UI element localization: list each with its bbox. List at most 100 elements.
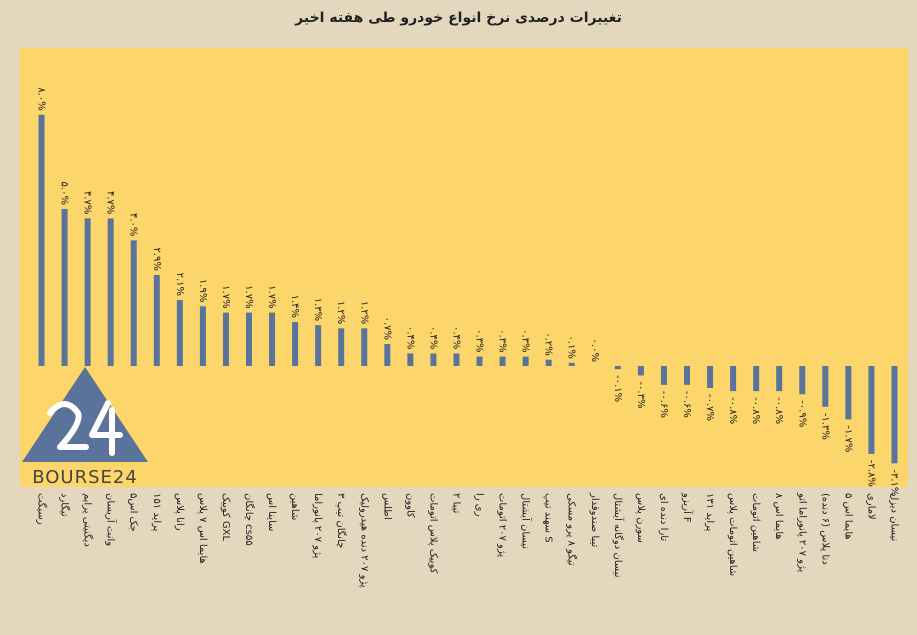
category-label-37: لاماری [865,493,876,520]
bar-23 [545,359,552,366]
category-label-20: ری را [474,493,485,517]
data-label-27: -۰.۳% [635,381,646,408]
bar-32 [753,366,760,392]
category-label-6: پراید ۱۵۱ [151,493,162,532]
bar-4 [107,218,114,366]
bar-7 [176,300,183,366]
category-label-4: وانت آریسان [105,493,118,546]
bar-21 [499,356,506,366]
bar-15 [361,328,368,366]
bar-30 [707,366,714,388]
bar-18 [430,353,437,366]
data-label-25: ۰.۰% [589,339,600,362]
data-label-2: ۵.۰% [59,182,70,205]
data-label-22: ۰.۳% [520,329,531,352]
data-label-1: ۸.۰% [36,87,47,110]
data-label-31: -۰.۸% [727,397,738,424]
category-label-31: شاهین اتومات پلاس [727,493,738,576]
category-label-30: پراید ۱۳۱ [704,493,715,532]
bar-14 [338,328,345,366]
data-label-16: ۰.۷% [381,317,392,340]
bar-22 [522,356,529,366]
bar-38 [891,366,898,464]
data-label-4: ۴.۷% [105,191,116,214]
category-label-7: رانا پلاس [174,493,185,531]
category-label-36: هایما اس ۵ [842,493,853,540]
category-label-10: چانگان cs۵۵ [243,493,255,546]
bar-29 [684,366,690,385]
category-label-24: تیگو ۸ پرو مسکی [566,493,578,566]
category-label-35: دنا پلاس (۶ دنده) [819,493,830,565]
plot-area [20,48,908,487]
data-label-13: ۱.۳% [312,298,323,321]
data-label-35: -۱.۳% [819,413,830,440]
data-label-37: -۲.۸% [865,460,876,487]
bar-28 [660,366,667,385]
data-label-26: -۰.۱% [612,375,623,402]
category-label-29: آریزو F [681,492,694,523]
bar-33 [776,366,783,392]
category-label-25: تیبا صندوقدار [589,492,600,547]
bar-2 [61,209,68,366]
category-label-21: پژو ۲۰۷ اتومات [497,493,508,557]
chart-title: تغییرات درصدی نرخ انواع خودرو طی هفته اخ… [295,10,622,26]
category-label-23: سهند تیپ S [543,493,554,543]
data-label-14: ۱.۲% [335,301,346,324]
bourse24-logo [22,367,148,462]
data-label-36: -۱.۷% [842,425,853,452]
category-label-12: شاهین [289,493,300,520]
bar-10 [246,312,252,366]
data-label-3: ۴.۷% [82,191,93,214]
category-label-5: جک اس۵ [128,493,139,532]
category-label-8: هایما اس ۷ پلاس [197,493,208,564]
bar-8 [199,306,206,366]
bar-6 [153,274,160,366]
bar-13 [315,325,322,366]
logo-text: BOURSE24 [32,467,138,488]
data-label-23: ۰.۲% [543,332,554,355]
bar-35 [822,366,829,407]
data-label-29: -۰.۶% [681,391,692,418]
category-label-13: پژو ۲۰۷ پانوراما [312,493,323,559]
bar-16 [384,344,391,366]
bar-19 [453,353,460,366]
category-label-34: پژو ۲۰۷ پانوراما اتو [796,492,807,573]
data-label-32: -۰.۸% [750,397,761,424]
data-label-28: -۰.۶% [658,391,669,418]
bar-37 [868,366,875,454]
bar-20 [476,356,483,366]
data-label-15: ۱.۲% [358,301,369,324]
category-label-9: کوییک GXL [220,493,231,541]
data-label-9: ۱.۷% [220,285,231,308]
bar-34 [799,366,806,395]
data-label-12: ۱.۴% [289,295,300,318]
data-label-5: ۴.۰% [128,213,139,236]
data-label-21: ۰.۳% [497,329,508,352]
data-label-34: -۰.۹% [796,400,807,427]
data-label-6: ۲.۹% [151,248,162,271]
logo-24-mark [47,400,123,456]
bar-36 [845,366,852,420]
category-label-38: نیسان دیزل [888,493,899,541]
bar-9 [222,312,229,366]
data-label-33: -۰.۸% [773,397,784,424]
bar-11 [269,312,276,366]
bar-5 [130,240,137,366]
bar-17 [407,353,414,366]
bar-24 [568,362,575,366]
data-label-10: ۱.۷% [243,285,254,308]
category-label-1: رسیگت [36,493,48,525]
category-label-16: اطلس [381,493,392,520]
data-label-20: ۰.۳% [474,329,485,352]
data-label-18: ۰.۴% [427,326,438,349]
category-label-11: ساینا اس [266,493,277,531]
data-label-8: ۱.۹% [197,279,208,302]
category-label-19: تیبا ۲ [450,493,461,514]
category-label-26: نیسان دوگانه آیشتال [612,493,625,578]
bar-1 [38,114,45,366]
category-label-15: پژو ۲۰۷ دنده هیدرولیک [358,493,369,588]
data-label-7: ۲.۱% [174,273,185,296]
data-label-38: -۳.۱% [888,469,899,496]
bar-12 [292,322,299,366]
